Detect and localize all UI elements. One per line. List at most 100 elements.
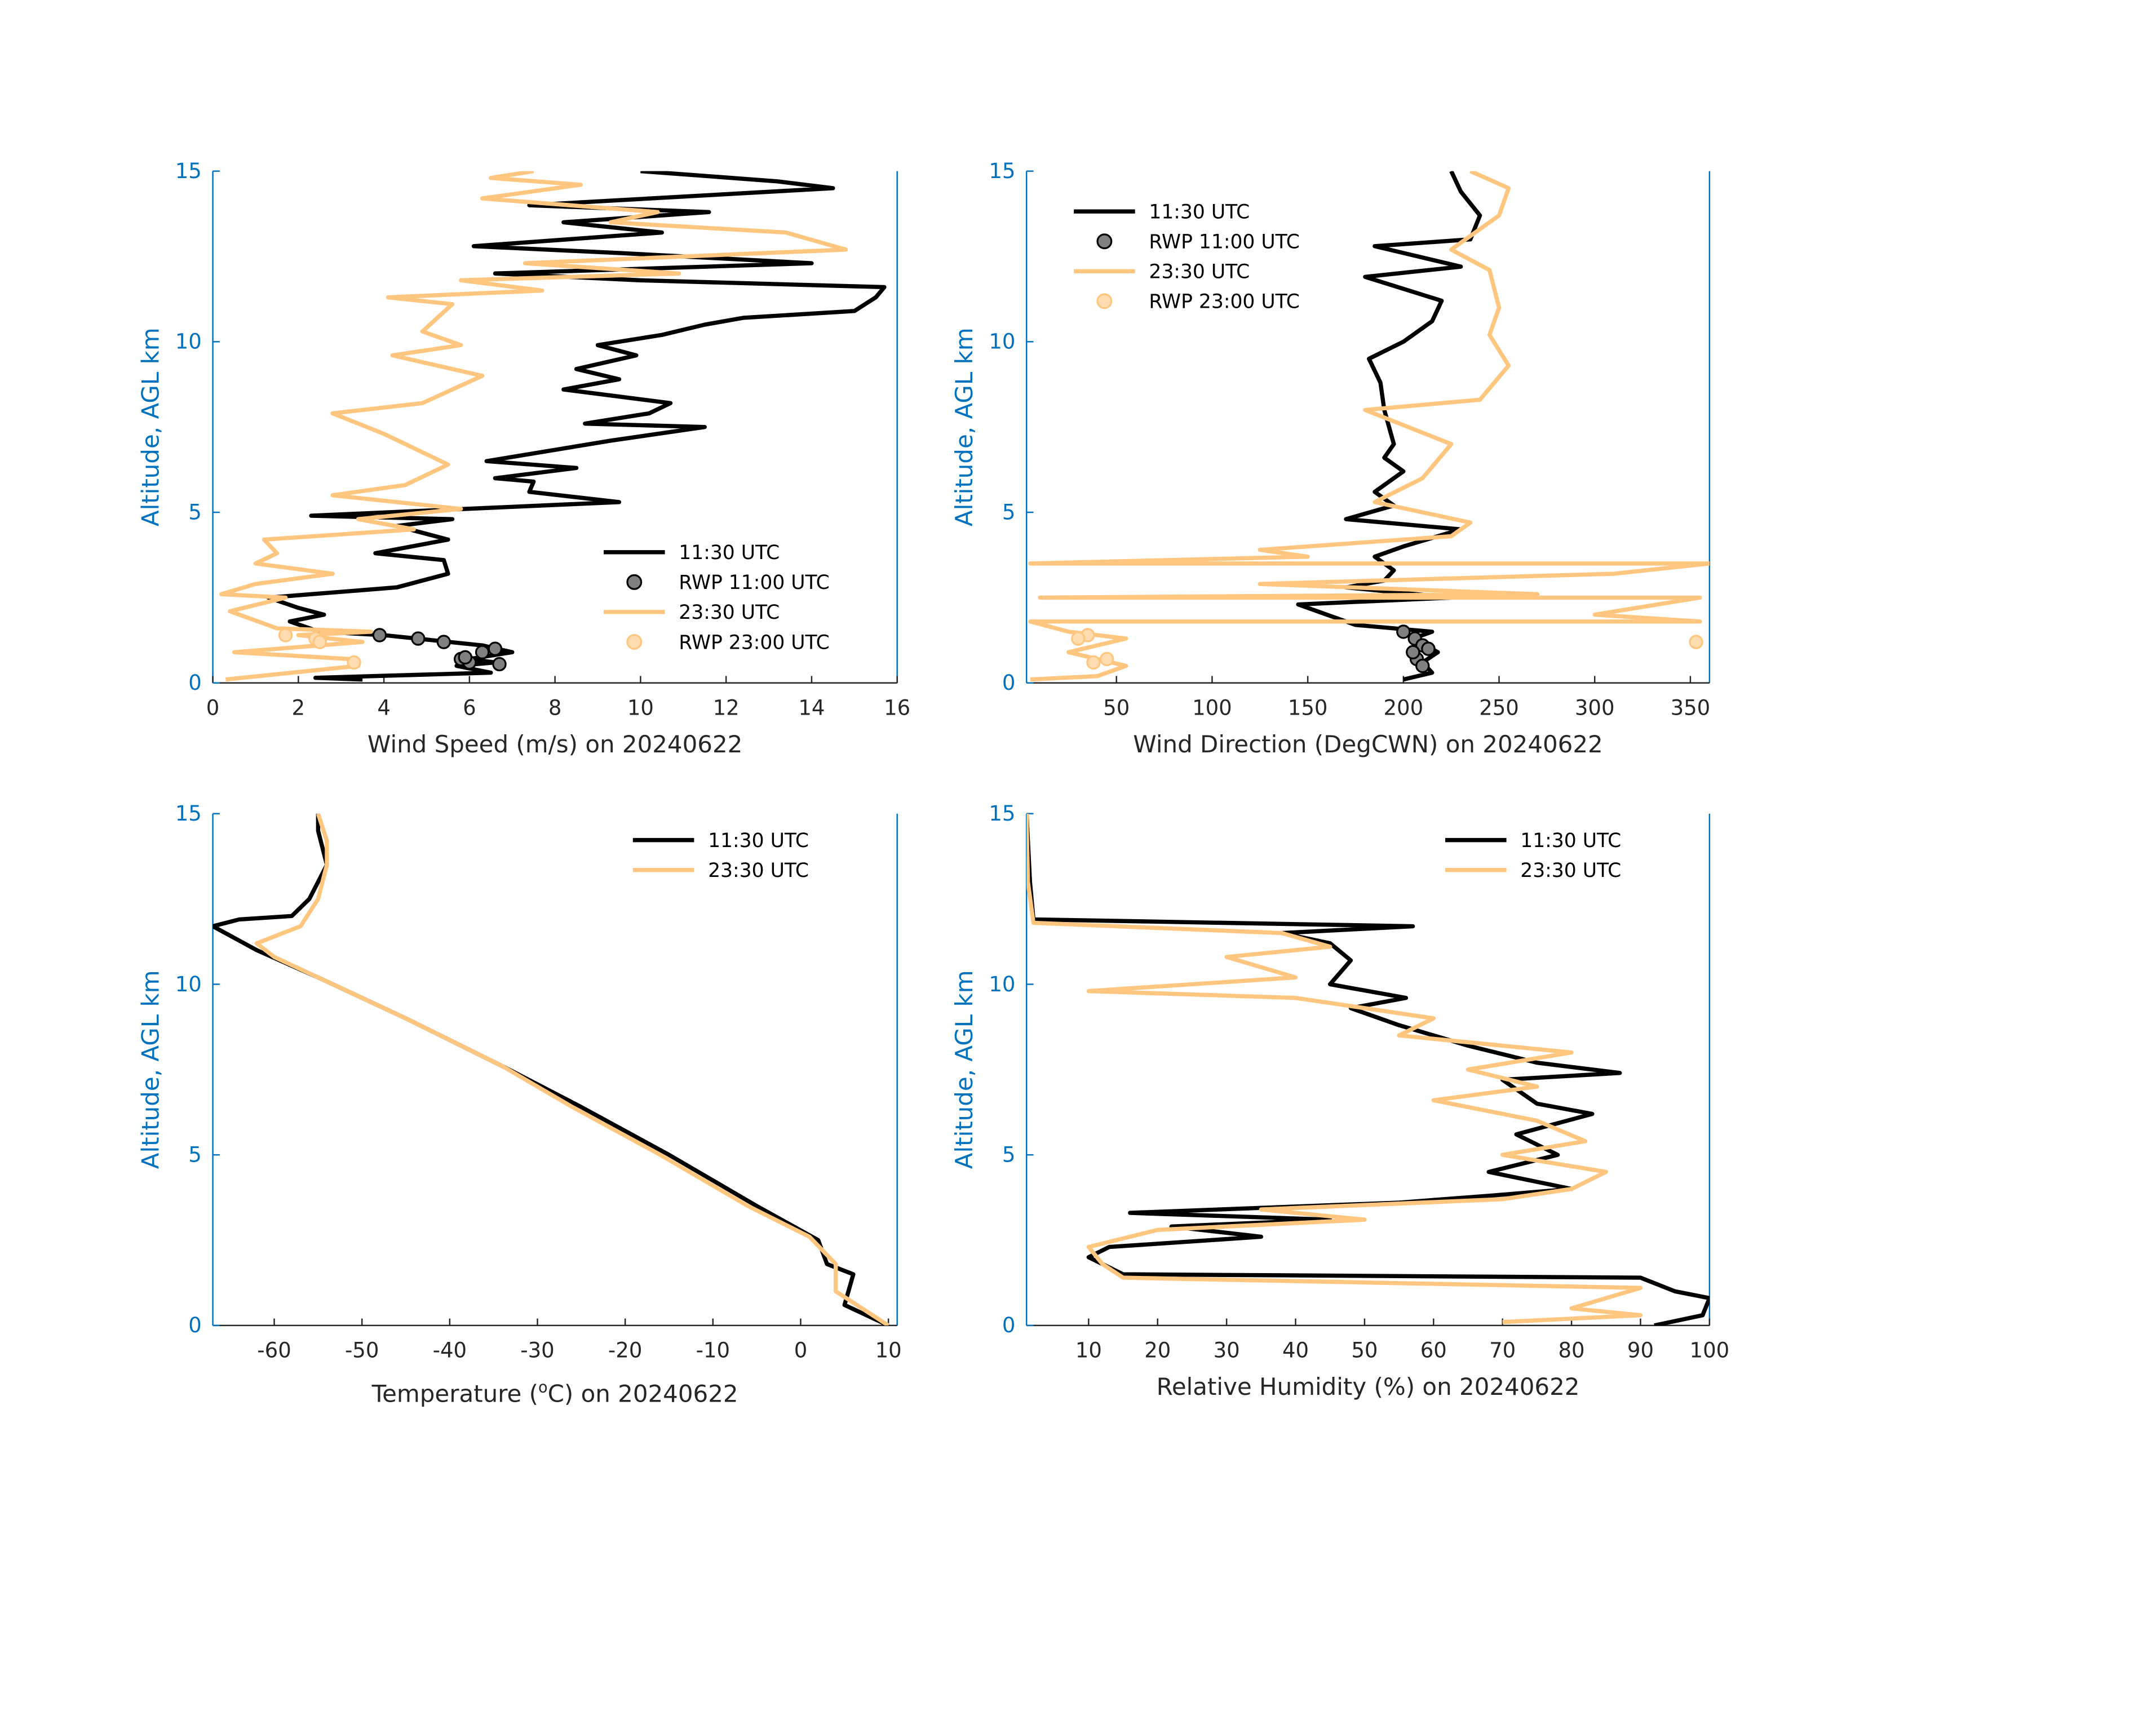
legend-label: RWP 11:00 UTC bbox=[1149, 231, 1299, 254]
data-point bbox=[347, 655, 361, 670]
legend-label: 23:30 UTC bbox=[708, 859, 809, 882]
x-tick-label: -10 bbox=[696, 1338, 730, 1363]
x-tick-label: -60 bbox=[257, 1338, 291, 1363]
data-point bbox=[372, 628, 387, 642]
data-point bbox=[1086, 655, 1101, 670]
x-axis-label-post: C) on 20240622 bbox=[548, 1380, 738, 1408]
x-tick-label: -20 bbox=[608, 1338, 642, 1363]
legend-label: RWP 23:00 UTC bbox=[679, 631, 829, 654]
legend-label: 11:30 UTC bbox=[1149, 201, 1250, 224]
x-axis-label-pre: Temperature ( bbox=[371, 1380, 538, 1408]
x-tick-label: 70 bbox=[1489, 1338, 1516, 1363]
legend-label: 23:30 UTC bbox=[1149, 261, 1250, 283]
series-line-23-30-utc bbox=[1028, 171, 1710, 682]
x-tick-label: 8 bbox=[548, 696, 562, 720]
legend-marker bbox=[626, 574, 643, 590]
series-line-11-30-utc bbox=[1026, 813, 1710, 1326]
x-tick-label: 12 bbox=[713, 696, 740, 720]
y-tick-label: 10 bbox=[989, 330, 1015, 354]
data-point bbox=[411, 631, 426, 646]
legend-marker bbox=[1096, 233, 1113, 250]
x-tick-label: 10 bbox=[1075, 1338, 1102, 1363]
y-tick-label: 10 bbox=[175, 972, 202, 996]
x-tick-label: -40 bbox=[433, 1338, 467, 1363]
panel-temperature: -60 -50 -40 -30 -20 -10 0 10 0 5 10 15 Temperature (… bbox=[136, 801, 901, 1408]
data-point bbox=[1689, 635, 1703, 649]
x-axis-label-sup: o bbox=[538, 1379, 548, 1396]
series-line-11-30-utc bbox=[212, 813, 889, 1326]
y-axis-label: Altitude, AGL km bbox=[136, 970, 164, 1169]
x-tick-label: 250 bbox=[1479, 696, 1519, 720]
x-tick-label: 200 bbox=[1384, 696, 1424, 720]
x-tick-label: 10 bbox=[627, 696, 654, 720]
y-tick-label: 5 bbox=[188, 1142, 202, 1167]
x-tick-label: 50 bbox=[1103, 696, 1130, 720]
y-tick-label: 0 bbox=[188, 671, 202, 695]
x-tick-label: 60 bbox=[1420, 1338, 1447, 1363]
x-tick-label: 20 bbox=[1144, 1338, 1171, 1363]
x-tick-label: 150 bbox=[1288, 696, 1328, 720]
data-point bbox=[1421, 641, 1436, 656]
legend-marker bbox=[1096, 293, 1113, 309]
data-point bbox=[312, 635, 327, 649]
data-point bbox=[1071, 631, 1086, 646]
x-tick-label: 350 bbox=[1671, 696, 1711, 720]
panel-relative-humidity: 10 20 30 40 50 60 70 80 90 100 0 5 10 15 Relative Humi… bbox=[950, 801, 1729, 1400]
y-tick-label: 10 bbox=[989, 972, 1015, 996]
legend-label: 23:30 UTC bbox=[679, 601, 780, 624]
x-tick-label: 100 bbox=[1192, 696, 1232, 720]
legend-label: RWP 23:00 UTC bbox=[1149, 291, 1299, 313]
legend: 11:30 UTC 23:30 UTC bbox=[1445, 830, 1621, 882]
x-tick-label: 4 bbox=[377, 696, 391, 720]
x-axis-label: Wind Speed (m/s) on 20240622 bbox=[368, 730, 742, 758]
y-tick-label: 5 bbox=[188, 500, 202, 524]
x-tick-label: 14 bbox=[798, 696, 825, 720]
legend-label: 11:30 UTC bbox=[1520, 830, 1621, 852]
x-tick-label: 2 bbox=[292, 696, 306, 720]
y-tick-label: 5 bbox=[1002, 500, 1016, 524]
y-tick-label: 15 bbox=[175, 801, 202, 826]
data-point bbox=[436, 635, 451, 649]
x-tick-label: 6 bbox=[463, 696, 476, 720]
x-tick-label: 30 bbox=[1214, 1338, 1240, 1363]
legend-marker bbox=[626, 634, 643, 650]
y-axis-label: Altitude, AGL km bbox=[950, 970, 978, 1169]
y-tick-label: 10 bbox=[175, 330, 202, 354]
y-tick-label: 0 bbox=[188, 1313, 202, 1337]
x-tick-label: 100 bbox=[1690, 1338, 1730, 1363]
series-line-23-30-utc bbox=[254, 813, 890, 1326]
panel-wind-speed: 0 2 4 6 8 10 12 14 16 0 5 10 15 Wind Speed (m/s) on 2… bbox=[136, 159, 910, 758]
x-tick-label: 50 bbox=[1351, 1338, 1378, 1363]
y-tick-label: 15 bbox=[989, 801, 1015, 826]
series-group bbox=[212, 813, 890, 1326]
y-axis-label: Altitude, AGL km bbox=[950, 327, 978, 526]
x-tick-label: 300 bbox=[1575, 696, 1615, 720]
x-tick-label: 0 bbox=[206, 696, 220, 720]
y-tick-label: 15 bbox=[989, 159, 1015, 183]
series-group bbox=[1026, 813, 1710, 1326]
panel-wind-direction: 50 100 150 200 250 300 350 0 5 10 15 Wind Direction… bbox=[950, 159, 1710, 758]
legend: 11:30 UTC RWP 11:00 UTC 23:30 UTC RWP 23:00… bbox=[1074, 201, 1300, 313]
y-tick-label: 15 bbox=[175, 159, 202, 183]
x-tick-label: -30 bbox=[520, 1338, 554, 1363]
x-tick-label: 90 bbox=[1627, 1338, 1654, 1363]
y-tick-label: 0 bbox=[1002, 1313, 1016, 1337]
x-tick-label: 16 bbox=[884, 696, 910, 720]
legend: 11:30 UTC 23:30 UTC bbox=[632, 830, 809, 882]
data-point bbox=[458, 650, 472, 665]
y-tick-label: 5 bbox=[1002, 1142, 1016, 1167]
legend-label: RWP 11:00 UTC bbox=[679, 571, 829, 594]
x-tick-label: 10 bbox=[875, 1338, 902, 1363]
data-point bbox=[488, 641, 503, 656]
legend-label: 23:30 UTC bbox=[1520, 859, 1621, 882]
data-point bbox=[1415, 658, 1430, 673]
legend: 11:30 UTC RWP 11:00 UTC 23:30 UTC RWP 23:00… bbox=[604, 542, 830, 654]
data-point bbox=[1406, 645, 1420, 659]
series-line-23-30-utc bbox=[1026, 813, 1643, 1324]
legend-label: 11:30 UTC bbox=[708, 830, 809, 852]
data-point bbox=[278, 628, 293, 642]
x-axis-label: Wind Direction (DegCWN) on 20240622 bbox=[1133, 730, 1602, 758]
series-line-23-30-utc bbox=[219, 171, 848, 682]
series-group bbox=[219, 171, 887, 682]
legend-label: 11:30 UTC bbox=[679, 542, 780, 564]
